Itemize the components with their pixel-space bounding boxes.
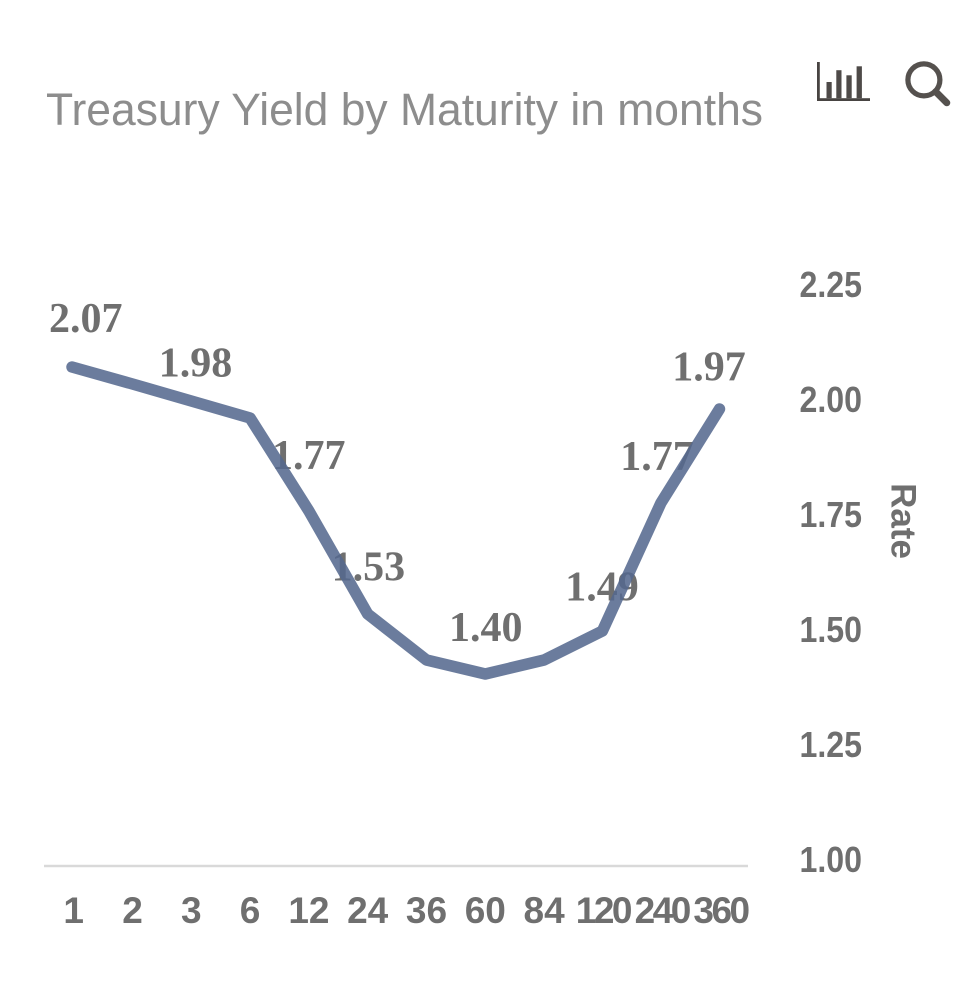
svg-text:240: 240 bbox=[635, 890, 691, 931]
svg-text:2.07: 2.07 bbox=[49, 296, 123, 342]
svg-text:36: 36 bbox=[406, 890, 447, 931]
svg-text:2: 2 bbox=[122, 890, 143, 931]
svg-text:84: 84 bbox=[524, 890, 566, 931]
svg-text:60: 60 bbox=[465, 890, 506, 931]
svg-text:1.50: 1.50 bbox=[800, 609, 863, 650]
svg-text:120: 120 bbox=[576, 890, 632, 931]
svg-text:1.25: 1.25 bbox=[800, 724, 863, 765]
svg-text:1.00: 1.00 bbox=[800, 839, 863, 880]
svg-text:Rate: Rate bbox=[884, 483, 923, 559]
svg-text:1.40: 1.40 bbox=[449, 605, 523, 651]
svg-text:6: 6 bbox=[240, 890, 261, 931]
svg-text:Treasury Yield by Maturity in: Treasury Yield by Maturity in months bbox=[46, 84, 763, 135]
svg-text:2.00: 2.00 bbox=[800, 379, 863, 420]
svg-text:24: 24 bbox=[347, 890, 389, 931]
svg-text:12: 12 bbox=[288, 890, 329, 931]
svg-text:360: 360 bbox=[693, 890, 749, 931]
svg-text:1.98: 1.98 bbox=[159, 341, 233, 387]
svg-text:3: 3 bbox=[181, 890, 202, 931]
svg-text:1.75: 1.75 bbox=[800, 494, 863, 535]
svg-text:1: 1 bbox=[63, 890, 84, 931]
svg-text:1.97: 1.97 bbox=[672, 345, 746, 391]
svg-text:2.25: 2.25 bbox=[800, 264, 863, 305]
